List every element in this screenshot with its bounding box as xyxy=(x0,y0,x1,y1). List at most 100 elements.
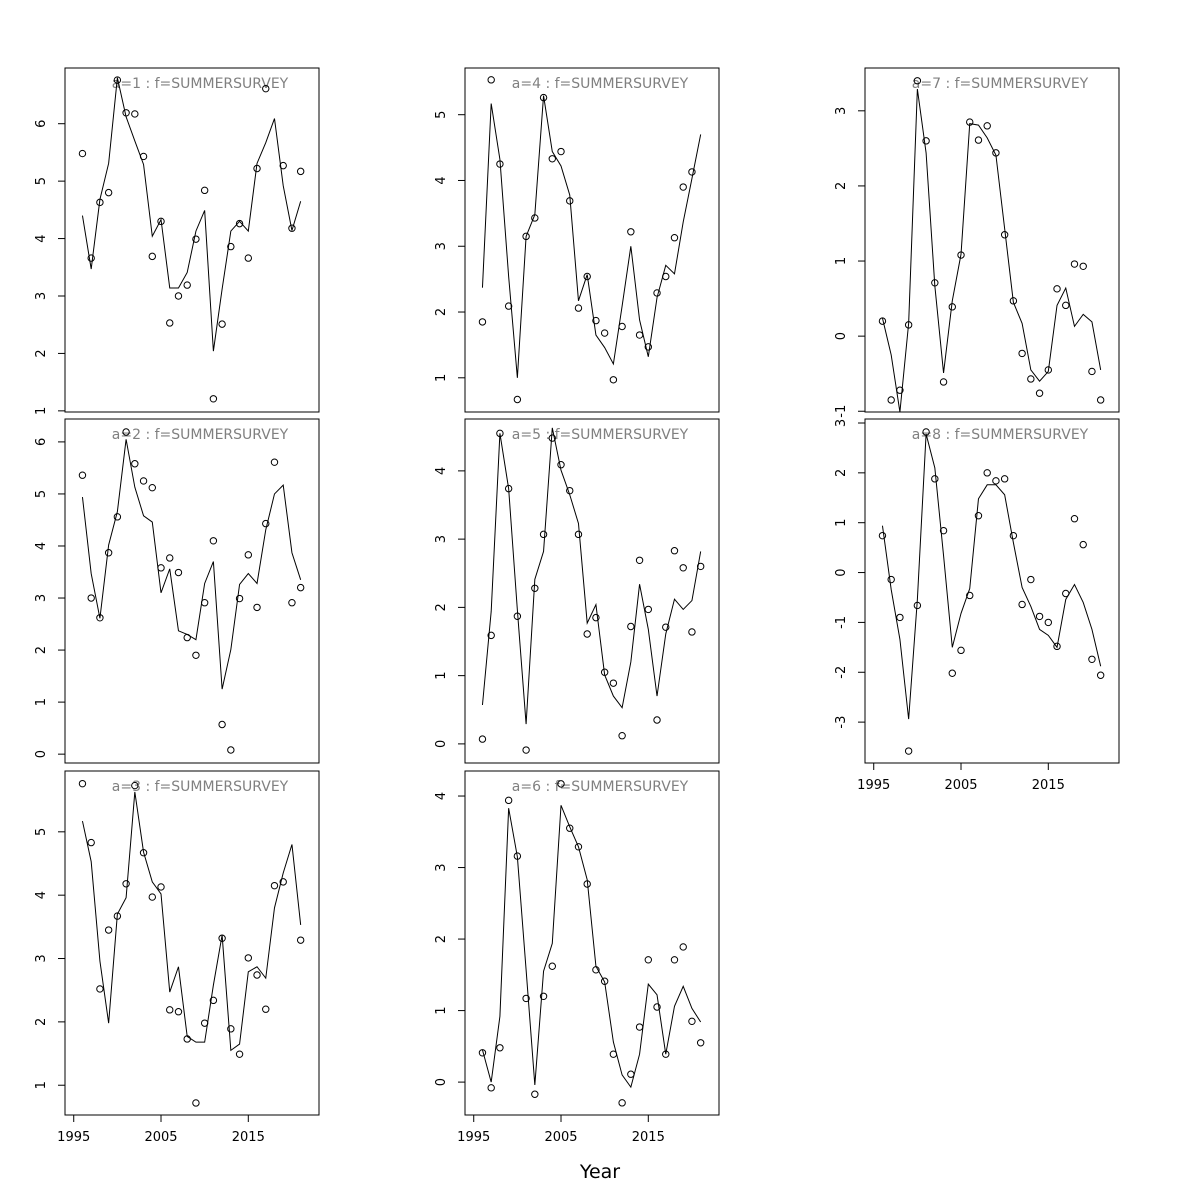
observed-point xyxy=(139,477,148,485)
observed-point xyxy=(262,519,270,528)
observed-point xyxy=(1096,671,1105,679)
observed-point xyxy=(983,469,991,477)
observed-point xyxy=(566,486,574,495)
panel-title: a=2 : f=SUMMERSURVEY xyxy=(112,427,289,443)
observed-point xyxy=(209,996,218,1005)
observed-point xyxy=(1009,297,1018,305)
observed-point xyxy=(913,601,922,610)
observed-point xyxy=(679,564,687,572)
observed-point xyxy=(1070,260,1079,268)
observed-point xyxy=(270,458,279,466)
observed-point xyxy=(583,630,591,638)
y-tick-label: 2 xyxy=(34,646,49,654)
observed-point xyxy=(253,164,261,173)
observed-point xyxy=(1088,655,1096,664)
observed-point xyxy=(253,971,261,979)
observed-point xyxy=(1044,618,1052,627)
y-tick-label: 5 xyxy=(34,828,49,836)
y-tick-label: 2 xyxy=(34,1018,49,1026)
observed-point xyxy=(78,149,87,158)
observed-point xyxy=(931,279,939,287)
y-tick-label: -1 xyxy=(834,405,849,418)
observed-point xyxy=(600,668,609,676)
observed-point xyxy=(679,943,687,951)
observed-point xyxy=(922,428,930,436)
y-tick-label: 5 xyxy=(434,111,449,119)
observed-point xyxy=(1044,366,1052,374)
observed-point xyxy=(887,396,895,404)
observed-point xyxy=(670,547,679,555)
observed-point xyxy=(478,1049,487,1057)
observed-point xyxy=(644,956,652,964)
y-tick-label: 1 xyxy=(834,519,849,527)
y-tick-label: 4 xyxy=(34,542,49,550)
observed-point xyxy=(166,319,174,327)
observed-point xyxy=(87,254,95,262)
y-tick-label: 1 xyxy=(34,1081,49,1089)
observed-point xyxy=(531,584,539,592)
observed-point xyxy=(957,251,965,259)
observed-point xyxy=(644,605,652,614)
observed-point xyxy=(192,1099,200,1107)
observed-point xyxy=(487,76,495,84)
observed-point xyxy=(200,1019,209,1027)
observed-point xyxy=(600,977,609,985)
y-tick-label: 3 xyxy=(434,535,449,543)
observed-point xyxy=(679,183,687,191)
observed-point xyxy=(618,322,626,331)
fitted-line xyxy=(81,77,302,352)
observed-point xyxy=(600,329,609,337)
observed-point xyxy=(148,252,156,261)
observed-point xyxy=(609,376,618,384)
y-tick-label: 6 xyxy=(34,438,49,446)
observed-point xyxy=(1018,600,1026,609)
observed-point xyxy=(218,320,226,328)
y-tick-label: 3 xyxy=(834,419,849,427)
observed-point xyxy=(878,531,887,540)
panel-title: a=5 : f=SUMMERSURVEY xyxy=(512,427,689,443)
observed-point xyxy=(244,254,252,262)
observed-point xyxy=(566,824,574,832)
observed-point xyxy=(504,302,513,310)
observed-point xyxy=(922,137,930,145)
y-tick-label: 2 xyxy=(434,603,449,611)
observed-point xyxy=(1079,262,1087,270)
observed-point xyxy=(539,93,548,102)
observed-point xyxy=(513,395,522,404)
observed-point xyxy=(192,651,200,659)
x-tick-label: 2005 xyxy=(944,778,977,793)
observed-point xyxy=(662,1050,670,1058)
observed-point xyxy=(592,613,600,622)
y-tick-label: 1 xyxy=(34,698,49,706)
panel-title: a=6 : f=SUMMERSURVEY xyxy=(512,779,689,795)
observed-point xyxy=(557,147,565,156)
observed-point xyxy=(183,1035,191,1043)
panel-title: a=1 : f=SUMMERSURVEY xyxy=(112,76,289,92)
observed-point xyxy=(557,461,565,469)
observed-point xyxy=(157,217,165,226)
panel-title: a=4 : f=SUMMERSURVEY xyxy=(512,76,689,92)
y-tick-label: 0 xyxy=(34,750,49,758)
observed-point xyxy=(574,530,583,539)
observed-point xyxy=(662,272,670,281)
observed-point xyxy=(635,1023,644,1031)
observed-point xyxy=(253,603,261,612)
observed-point xyxy=(670,956,679,964)
observed-point xyxy=(574,304,583,312)
observed-point xyxy=(644,343,652,351)
observed-point xyxy=(522,746,530,754)
x-tick-label: 1995 xyxy=(457,1130,490,1145)
x-tick-label: 2005 xyxy=(544,1130,577,1145)
observed-point xyxy=(931,475,939,483)
observed-point xyxy=(696,1039,705,1047)
plot-frame xyxy=(864,418,1120,764)
y-tick-label: 0 xyxy=(434,740,449,748)
y-tick-label: 3 xyxy=(834,107,849,115)
observed-point xyxy=(688,168,696,176)
observed-point xyxy=(104,926,113,934)
observed-point xyxy=(513,612,522,620)
observed-point xyxy=(635,556,644,564)
observed-point xyxy=(966,591,974,600)
observed-point xyxy=(1096,396,1105,404)
plot-frame xyxy=(464,418,720,764)
